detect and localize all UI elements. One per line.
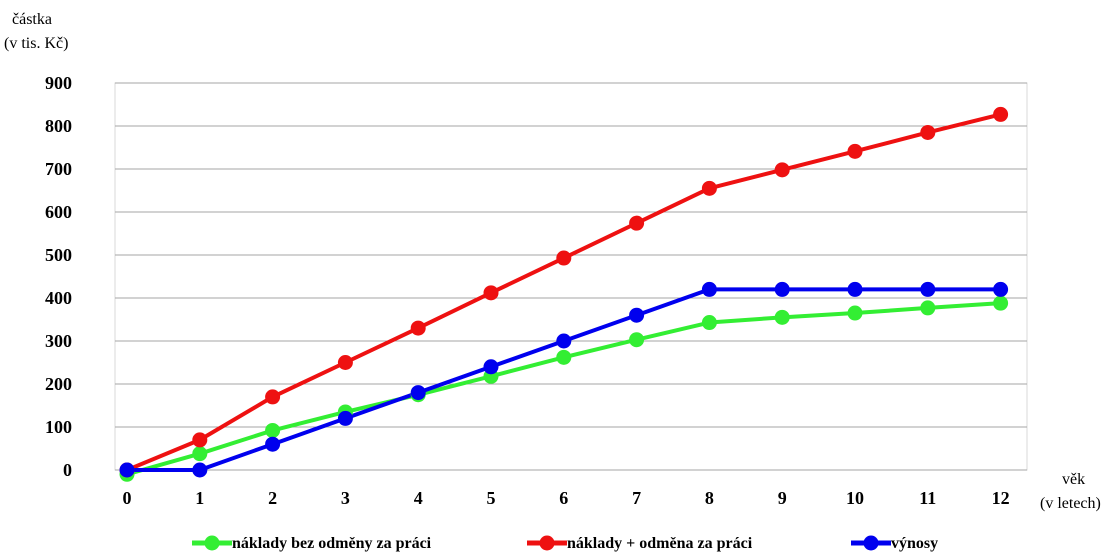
legend-label: výnosy: [891, 535, 938, 552]
x-tick-labels: 0 1 2 3 4 5 6 7 8 9 10 11 12: [123, 488, 1010, 508]
legend-swatch-marker: [204, 535, 220, 551]
data-point: [701, 180, 717, 196]
data-point: [483, 285, 499, 301]
y-tick-label: 300: [45, 331, 72, 351]
x-axis-label-line1: věk: [1062, 471, 1085, 488]
data-point: [774, 309, 790, 325]
x-tick-label: 9: [778, 488, 787, 508]
data-point: [629, 332, 645, 348]
data-point: [556, 333, 572, 349]
data-point: [774, 162, 790, 178]
y-axis-label-line2: (v tis. Kč): [4, 35, 68, 52]
data-point: [337, 355, 353, 370]
y-axis-label-line1: částka: [12, 11, 52, 28]
data-point: [993, 295, 1009, 311]
data-point: [483, 359, 499, 375]
data-point: [701, 281, 717, 297]
y-tick-label: 500: [45, 245, 72, 265]
data-point: [993, 106, 1009, 122]
data-point: [556, 349, 572, 365]
data-point: [774, 281, 790, 297]
x-tick-label: 0: [123, 488, 132, 508]
data-point: [265, 422, 281, 438]
data-point: [265, 436, 281, 452]
y-tick-label: 100: [45, 417, 72, 437]
data-point: [920, 300, 936, 316]
data-point: [701, 315, 717, 331]
y-tick-label: 400: [45, 288, 72, 308]
series-points: [119, 106, 1009, 482]
data-point: [847, 305, 863, 321]
x-tick-label: 11: [919, 488, 936, 508]
data-point: [410, 320, 426, 336]
x-tick-label: 6: [559, 488, 568, 508]
data-point: [920, 281, 936, 297]
data-point: [847, 143, 863, 159]
data-point: [265, 389, 281, 405]
x-tick-label: 3: [341, 488, 350, 508]
data-point: [847, 281, 863, 297]
y-tick-label: 200: [45, 374, 72, 394]
data-point: [119, 462, 135, 478]
x-tick-label: 5: [487, 488, 496, 508]
data-point: [920, 124, 936, 140]
data-point: [192, 446, 208, 462]
y-tick-label: 800: [45, 116, 72, 136]
data-point: [337, 410, 353, 426]
data-point: [192, 432, 208, 448]
y-tick-labels: 0 100 200 300 400 500 600 700 800 900: [45, 73, 72, 480]
y-tick-label: 700: [45, 159, 72, 179]
x-tick-label: 4: [414, 488, 423, 508]
x-tick-label: 12: [992, 488, 1010, 508]
legend: náklady bez odměny za práci náklady + odm…: [192, 535, 938, 552]
data-point: [410, 385, 426, 401]
legend-label: náklady + odměna za práci: [567, 535, 753, 552]
data-point: [629, 215, 645, 231]
x-axis-label-line2: (v letech): [1040, 495, 1101, 512]
data-point: [556, 250, 572, 266]
x-tick-label: 2: [268, 488, 277, 508]
data-point: [192, 462, 208, 478]
x-tick-label: 10: [846, 488, 864, 508]
x-tick-label: 7: [632, 488, 641, 508]
legend-swatch-marker: [539, 535, 555, 551]
legend-label: náklady bez odměny za práci: [232, 535, 432, 552]
legend-swatch-marker: [863, 535, 879, 551]
data-point: [993, 281, 1009, 297]
y-tick-label: 0: [63, 460, 72, 480]
data-point: [629, 307, 645, 323]
x-tick-label: 1: [195, 488, 204, 508]
y-tick-label: 900: [45, 73, 72, 93]
x-tick-label: 8: [705, 488, 714, 508]
y-tick-label: 600: [45, 202, 72, 222]
